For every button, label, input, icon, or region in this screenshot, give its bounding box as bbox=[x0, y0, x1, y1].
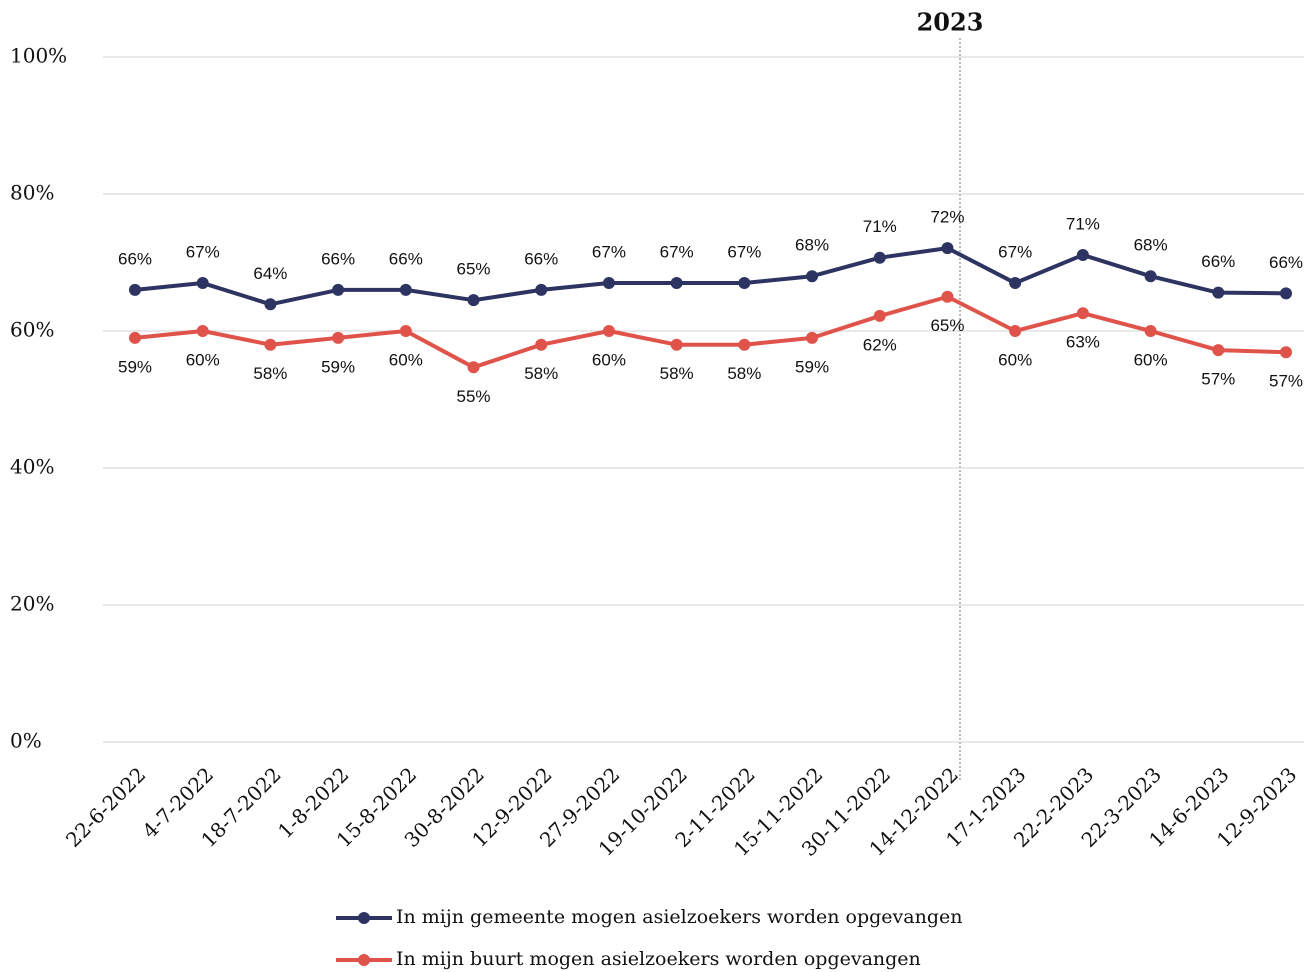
data-label: 66% bbox=[1269, 253, 1303, 272]
data-label: 67% bbox=[592, 243, 626, 262]
x-tick-label: 22-6-2022 bbox=[61, 762, 151, 852]
point bbox=[873, 309, 886, 322]
series-line bbox=[134, 246, 1287, 307]
data-label: 66% bbox=[389, 249, 423, 268]
point bbox=[1009, 277, 1022, 290]
data-label: 58% bbox=[660, 364, 694, 383]
data-label: 66% bbox=[321, 249, 355, 268]
point bbox=[1076, 248, 1089, 261]
point bbox=[1212, 286, 1225, 299]
point bbox=[941, 290, 954, 303]
data-label: 59% bbox=[795, 357, 829, 376]
point bbox=[129, 331, 141, 344]
point bbox=[467, 361, 480, 374]
point bbox=[1076, 307, 1089, 320]
point bbox=[1144, 270, 1157, 283]
data-label: 71% bbox=[1066, 214, 1100, 233]
data-label: 68% bbox=[1134, 236, 1168, 255]
point bbox=[670, 277, 683, 290]
data-label: 60% bbox=[1134, 350, 1168, 369]
data-label: 67% bbox=[998, 243, 1032, 262]
data-label: 66% bbox=[1201, 252, 1235, 271]
data-label: 57% bbox=[1201, 370, 1235, 389]
y-tick-label: 100% bbox=[10, 44, 67, 68]
data-label: 60% bbox=[186, 350, 220, 369]
point bbox=[738, 338, 751, 351]
y-tick-label: 0% bbox=[10, 729, 42, 753]
data-label: 67% bbox=[186, 243, 220, 262]
data-label: 60% bbox=[592, 350, 626, 369]
point bbox=[332, 331, 345, 344]
point bbox=[602, 325, 615, 337]
y-tick-label: 60% bbox=[10, 318, 54, 342]
data-label: 63% bbox=[1066, 333, 1100, 352]
data-label: 71% bbox=[863, 217, 897, 236]
point bbox=[264, 338, 277, 351]
point bbox=[1212, 344, 1225, 357]
data-label: 66% bbox=[524, 249, 558, 268]
legend-marker bbox=[358, 912, 370, 924]
data-label: 58% bbox=[727, 364, 761, 383]
y-tick-label: 80% bbox=[10, 181, 54, 205]
legend-marker bbox=[358, 954, 370, 966]
point bbox=[264, 298, 277, 311]
y-tick-label: 40% bbox=[10, 455, 54, 479]
annotation: 2023 bbox=[917, 8, 984, 37]
point bbox=[1009, 325, 1022, 337]
point bbox=[738, 277, 751, 290]
point bbox=[399, 325, 412, 337]
data-label: 66% bbox=[118, 249, 152, 268]
data-label: 62% bbox=[863, 335, 897, 354]
data-label: 60% bbox=[998, 350, 1032, 369]
data-label: 60% bbox=[389, 350, 423, 369]
point bbox=[399, 283, 412, 296]
point bbox=[1280, 287, 1292, 300]
point bbox=[941, 242, 954, 255]
legend-label: In mijn gemeente mogen asielzoekers word… bbox=[396, 906, 962, 928]
point bbox=[467, 294, 480, 307]
data-label: 68% bbox=[795, 236, 829, 255]
point bbox=[1144, 325, 1157, 337]
point bbox=[873, 251, 886, 264]
point bbox=[196, 325, 209, 337]
data-label: 67% bbox=[660, 243, 694, 262]
data-label: 57% bbox=[1269, 372, 1303, 391]
series-line bbox=[134, 294, 1287, 370]
data-label: 65% bbox=[457, 260, 491, 279]
data-label: 59% bbox=[321, 357, 355, 376]
data-label: 64% bbox=[253, 264, 287, 283]
data-label: 65% bbox=[930, 316, 964, 335]
data-label: 58% bbox=[253, 364, 287, 383]
point bbox=[535, 338, 548, 351]
point bbox=[806, 270, 819, 283]
point bbox=[196, 277, 209, 290]
data-label: 72% bbox=[930, 208, 964, 227]
point bbox=[602, 277, 615, 290]
data-label: 55% bbox=[457, 387, 491, 406]
legend-label: In mijn buurt mogen asielzoekers worden … bbox=[396, 948, 921, 970]
point bbox=[806, 331, 819, 344]
data-label: 58% bbox=[524, 364, 558, 383]
data-label: 59% bbox=[118, 357, 152, 376]
data-label: 67% bbox=[727, 243, 761, 262]
point bbox=[535, 283, 548, 296]
point bbox=[332, 283, 345, 296]
y-tick-label: 20% bbox=[10, 592, 54, 616]
point bbox=[129, 283, 141, 296]
point bbox=[1280, 346, 1292, 359]
point bbox=[670, 338, 683, 351]
